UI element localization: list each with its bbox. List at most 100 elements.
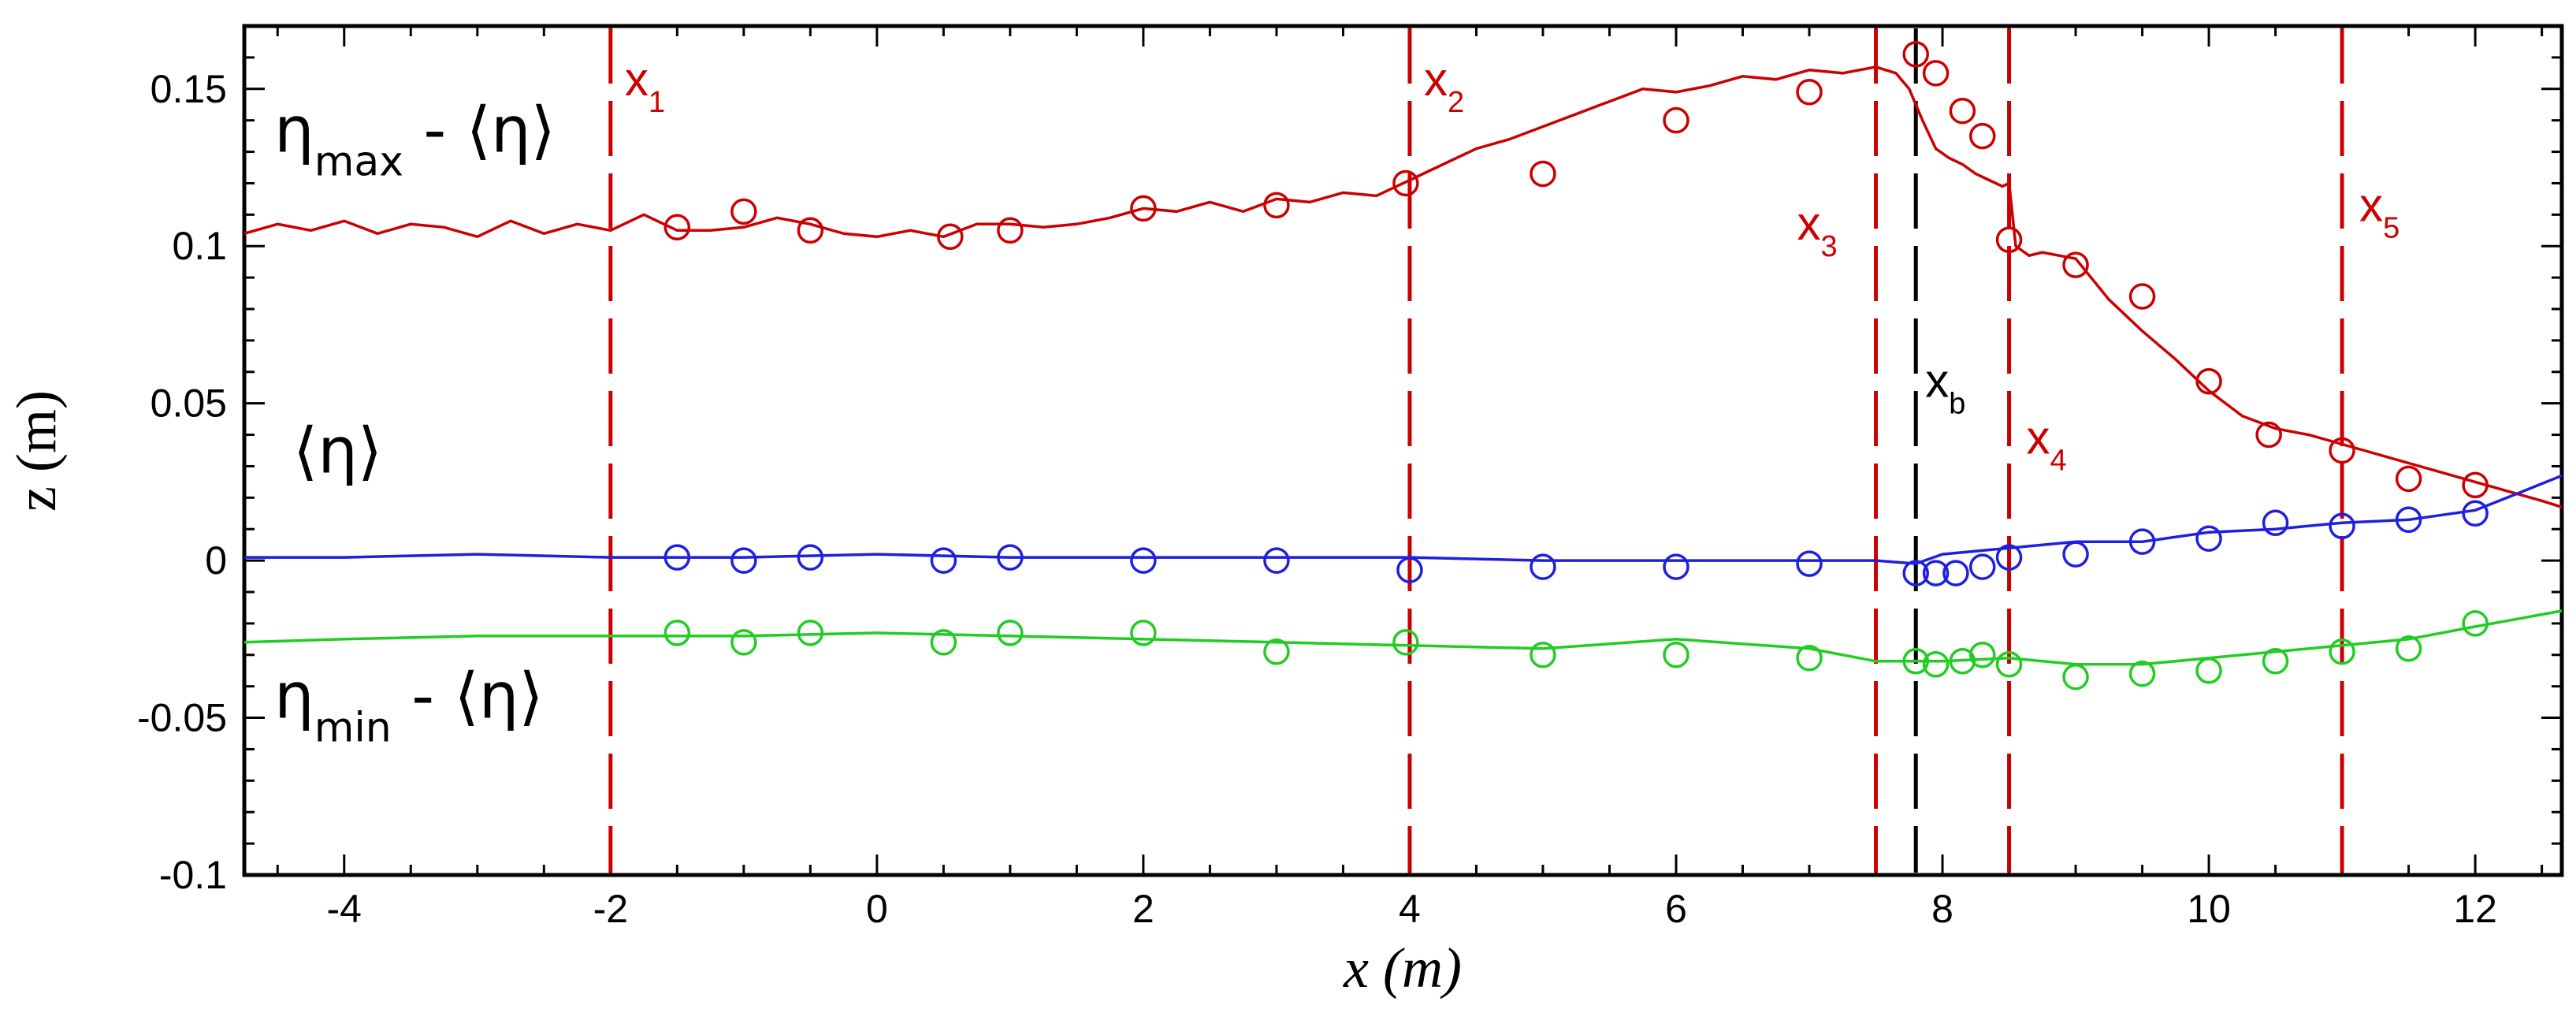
label-eta-mean: ⟨η⟩ <box>293 414 382 487</box>
data-point <box>2195 525 2222 552</box>
data-point <box>664 214 691 241</box>
data-point <box>2329 512 2355 539</box>
x-tick-label: -2 <box>593 887 628 931</box>
data-point <box>1130 195 1157 222</box>
vline-label-sub: 3 <box>1821 230 1838 263</box>
data-point <box>730 629 757 656</box>
data-point <box>2395 506 2422 534</box>
data-point <box>1949 97 1976 125</box>
y-tick-label: 0.15 <box>151 67 227 111</box>
vertical-markers: x1 x2 x3 xb x4 x5 <box>608 28 2399 873</box>
data-point <box>1995 544 2023 571</box>
data-point <box>730 198 757 225</box>
data-point <box>1796 550 1823 577</box>
vline-label-xb: xb <box>1925 355 1965 421</box>
data-point <box>730 547 757 574</box>
x-tick-label: 8 <box>1931 887 1953 931</box>
data-point <box>2128 283 2156 310</box>
x-axis-title: x (m) <box>1343 936 1462 1000</box>
data-point <box>2195 657 2222 684</box>
label-eta-max-sub: max <box>314 139 403 186</box>
data-point <box>1969 553 1996 580</box>
data-point <box>1530 160 1556 188</box>
data-point <box>2128 660 2156 687</box>
y-tick-label: -0.05 <box>137 696 227 740</box>
data-point <box>930 629 957 656</box>
data-point <box>797 620 824 646</box>
vline-label-x5: x5 <box>2359 178 2399 244</box>
data-point <box>997 544 1024 571</box>
data-point <box>1130 547 1157 574</box>
data-point <box>2255 421 2282 449</box>
data-point <box>2062 663 2089 691</box>
vline-label-x1: x1 <box>625 53 665 119</box>
data-point <box>664 544 691 571</box>
data-point <box>664 620 691 646</box>
data-point <box>797 544 824 571</box>
data-point <box>1995 226 2023 253</box>
data-point <box>1969 642 1996 668</box>
x-tick-label: 10 <box>2187 887 2231 931</box>
data-point <box>1663 642 1689 668</box>
series-line-0 <box>243 65 2563 508</box>
data-point <box>1902 41 1929 68</box>
data-point <box>2329 437 2355 464</box>
label-eta-max: ηmax - ⟨η⟩ <box>274 94 556 186</box>
y-tick-label: 0.1 <box>172 224 227 268</box>
data-point <box>930 547 957 574</box>
y-tick-label: 0.05 <box>151 382 227 426</box>
series-layer <box>243 41 2563 691</box>
data-point <box>1130 620 1157 646</box>
annotations: ηmax - ⟨η⟩ ⟨η⟩ ηmin - ⟨η⟩ <box>274 94 556 752</box>
data-point <box>2462 610 2489 637</box>
x-tick-label: 4 <box>1399 887 1421 931</box>
data-point <box>1796 645 1823 672</box>
data-point <box>2462 500 2489 527</box>
data-point <box>1392 169 1419 197</box>
data-point <box>1796 79 1823 106</box>
data-point <box>1995 650 2023 678</box>
data-point <box>2395 635 2422 662</box>
vline-label-sub: b <box>1949 388 1965 421</box>
data-point <box>1263 547 1290 574</box>
series-line-2 <box>243 609 2563 666</box>
data-point <box>2195 367 2222 395</box>
data-point <box>1922 650 1950 678</box>
label-eta-min-sub: min <box>314 705 392 752</box>
data-point <box>1263 192 1290 219</box>
data-point <box>1530 642 1556 668</box>
data-point <box>1263 639 1290 665</box>
data-point <box>1392 629 1419 656</box>
data-point <box>1902 648 1929 675</box>
x-tick-label: 6 <box>1665 887 1687 931</box>
data-point <box>997 217 1024 244</box>
data-point <box>997 620 1024 646</box>
data-point <box>1396 557 1423 583</box>
data-point <box>2062 541 2089 568</box>
y-tick-label: 0 <box>205 538 227 583</box>
vline-label-sub: 5 <box>2383 211 2399 244</box>
x-tick-label: -4 <box>327 887 362 931</box>
data-point <box>1663 553 1689 580</box>
vline-label-sub: 1 <box>649 86 665 119</box>
data-point <box>2062 251 2089 278</box>
data-point <box>797 217 824 244</box>
x-tick-label: 2 <box>1132 887 1154 931</box>
data-point <box>1902 560 1929 586</box>
label-eta-min: ηmin - ⟨η⟩ <box>274 660 544 752</box>
label-eta-max-rest: - ⟨η⟩ <box>403 94 556 167</box>
data-point <box>1663 106 1689 134</box>
y-axis-title: z (m) <box>5 390 68 512</box>
data-point <box>1969 122 1996 150</box>
data-point <box>2462 471 2489 499</box>
data-point <box>1530 553 1556 580</box>
data-point <box>937 223 964 251</box>
data-point <box>1949 648 1976 675</box>
data-point <box>2128 528 2156 555</box>
plot-frame <box>242 24 2564 877</box>
vline-label-x2: x2 <box>1424 53 1464 119</box>
x-tick-label: 12 <box>2453 887 2497 931</box>
y-tick-label: -0.1 <box>159 853 227 897</box>
